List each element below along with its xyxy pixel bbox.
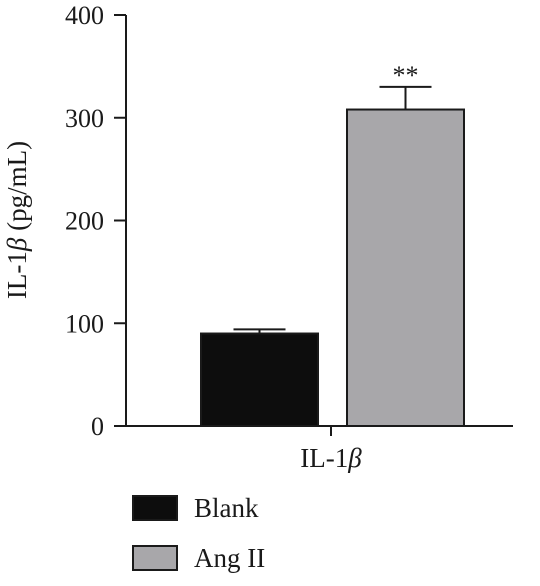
y-axis-title-prefix: IL-1 — [2, 251, 32, 299]
legend-label: Blank — [194, 493, 259, 523]
legend-swatch — [132, 545, 178, 571]
legend-label: Ang II — [194, 543, 265, 573]
y-tick-label: 0 — [91, 412, 104, 441]
y-tick-label: 100 — [65, 309, 104, 338]
y-axis-title: IL-1β (pg/mL) — [2, 141, 32, 299]
x-category-label-prefix: IL-1 — [300, 443, 348, 473]
y-tick-label: 200 — [65, 207, 104, 236]
y-axis-ticks: 0 100 200 300 400 — [65, 1, 126, 441]
bar-blank — [200, 332, 319, 427]
bar-ang-ii — [346, 108, 465, 427]
y-tick-label: 400 — [65, 1, 104, 30]
legend: Blank Ang II — [132, 493, 265, 573]
significance-label: ** — [393, 61, 419, 90]
y-tick-label: 300 — [65, 104, 104, 133]
y-axis-title-suffix: (pg/mL) — [2, 141, 32, 238]
bars: ** — [200, 61, 465, 427]
x-category-label-greek: β — [347, 443, 362, 473]
y-axis-title-greek: β — [2, 237, 32, 252]
legend-swatch — [132, 495, 178, 521]
x-category-label: IL-1β — [300, 443, 362, 473]
